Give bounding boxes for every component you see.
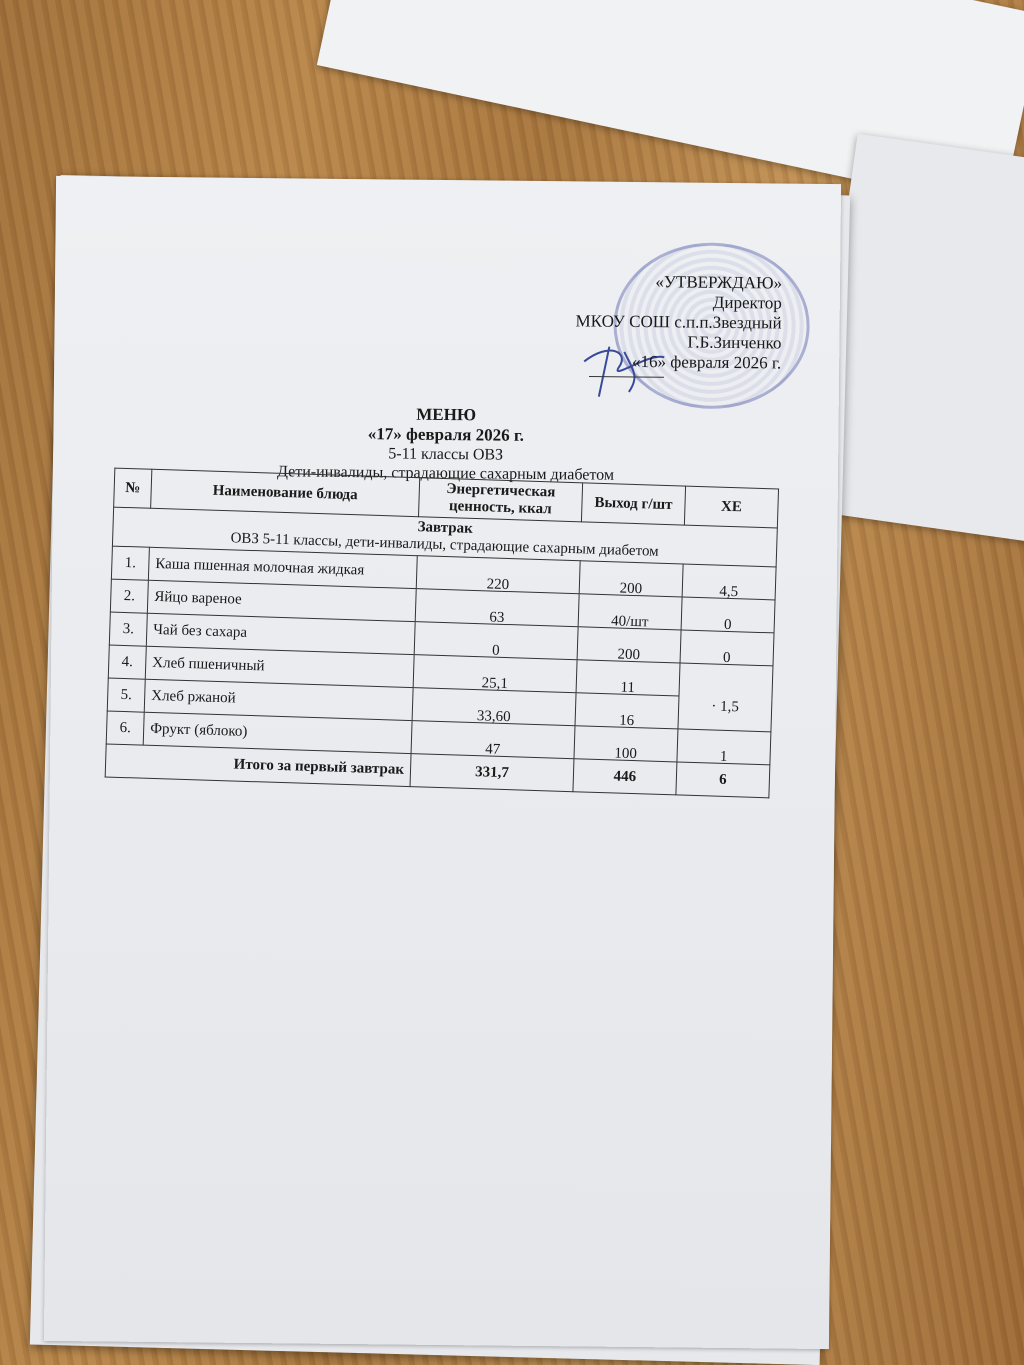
section-title: Завтрак bbox=[417, 519, 473, 537]
dish-output-value: 200 bbox=[619, 580, 643, 597]
dish-output-value: 100 bbox=[614, 744, 638, 762]
dish-xe: 0 bbox=[680, 629, 775, 666]
row-number-value: 4. bbox=[121, 653, 134, 670]
row-number: 4. bbox=[108, 645, 147, 680]
dish-xe-value: 4,5 bbox=[719, 583, 739, 600]
dish-xe-value: 1 bbox=[719, 748, 728, 765]
dish-output-value: 200 bbox=[617, 646, 641, 663]
dish-kcal-value: 220 bbox=[486, 575, 510, 593]
dish-output: 40/шт bbox=[578, 593, 683, 630]
dish-kcal-value: 63 bbox=[489, 608, 505, 626]
row-number-value: 3. bbox=[122, 620, 135, 637]
col-xe: ХЕ bbox=[684, 486, 779, 528]
dish-xe: 0 bbox=[681, 597, 776, 633]
total-xe: 6 bbox=[675, 761, 770, 798]
dish-kcal: 0 bbox=[414, 621, 579, 660]
dish-name-value: Каша пшенная молочная жидкая bbox=[155, 555, 365, 579]
dish-kcal: 47 bbox=[411, 720, 576, 759]
menu-document: «УТВЕРЖДАЮ» Директор МКОУ СОШ с.п.п.Звез… bbox=[43, 175, 842, 1350]
total-output: 446 bbox=[572, 758, 677, 795]
dish-kcal-value: 0 bbox=[491, 642, 500, 659]
dish-name-value: Хлеб ржаной bbox=[151, 687, 236, 707]
dish-xe-value: · 1,5 bbox=[711, 698, 740, 716]
approval-signatory: Г.Б.Зинченко bbox=[687, 332, 782, 353]
dish-xe: · 1,5 bbox=[677, 662, 773, 732]
dish-kcal-value: 25,1 bbox=[481, 674, 509, 692]
menu-title: МЕНЮ bbox=[416, 404, 477, 425]
row-number: 6. bbox=[106, 711, 145, 746]
dish-output: 16 bbox=[575, 692, 679, 729]
dish-name-value: Чай без сахара bbox=[153, 621, 248, 641]
row-number: 5. bbox=[107, 678, 146, 713]
dish-output-value: 40/шт bbox=[610, 612, 649, 630]
dish-output-value: 16 bbox=[618, 712, 635, 729]
col-number: № bbox=[113, 468, 152, 509]
approval-title: «УТВЕРЖДАЮ» bbox=[655, 272, 783, 293]
dish-name-value: Хлеб пшеничный bbox=[152, 654, 265, 674]
row-number-value: 2. bbox=[123, 587, 136, 604]
col-output: Выход г/шт bbox=[581, 482, 686, 526]
approval-organization: МКОУ СОШ с.п.п.Звездный bbox=[575, 311, 782, 333]
dish-xe-value: 0 bbox=[722, 649, 731, 666]
menu-table: № Наименование блюда Энергетическая ценн… bbox=[105, 468, 779, 799]
row-number: 2. bbox=[110, 579, 149, 614]
dish-output: 200 bbox=[579, 560, 684, 598]
total-kcal: 331,7 bbox=[410, 753, 574, 792]
dish-output: 11 bbox=[576, 659, 681, 696]
col-kcal: Энергетическая ценность, ккал bbox=[418, 477, 583, 522]
dish-xe-value: 0 bbox=[723, 616, 732, 633]
dish-xe: 4,5 bbox=[682, 564, 777, 600]
dish-kcal: 63 bbox=[415, 588, 580, 627]
row-number: 1. bbox=[111, 546, 150, 581]
row-number-value: 1. bbox=[124, 554, 137, 571]
menu-date: «17» февраля 2026 г. bbox=[367, 424, 525, 445]
row-number-value: 5. bbox=[120, 686, 133, 703]
dish-name-value: Яйцо вареное bbox=[154, 588, 242, 608]
approval-position: Директор bbox=[712, 292, 782, 313]
dish-output: 100 bbox=[573, 725, 678, 762]
dish-kcal-value: 33,60 bbox=[476, 707, 511, 725]
approval-date: «16» февраля 2026 г. bbox=[631, 351, 782, 373]
dish-output: 200 bbox=[577, 626, 682, 663]
approval-block: «УТВЕРЖДАЮ» Директор МКОУ СОШ с.п.п.Звез… bbox=[575, 271, 783, 373]
dish-kcal: 25,1 bbox=[413, 654, 578, 693]
signature bbox=[583, 346, 665, 397]
dish-name-value: Фрукт (яблоко) bbox=[149, 720, 248, 740]
dish-kcal-value: 47 bbox=[484, 740, 501, 758]
row-number: 3. bbox=[109, 612, 148, 647]
dish-kcal: 220 bbox=[416, 555, 581, 594]
dish-xe: 1 bbox=[676, 728, 771, 765]
dish-kcal: 33,60 bbox=[412, 687, 577, 726]
dish-output-value: 11 bbox=[620, 679, 636, 696]
row-number-value: 6. bbox=[119, 719, 132, 736]
